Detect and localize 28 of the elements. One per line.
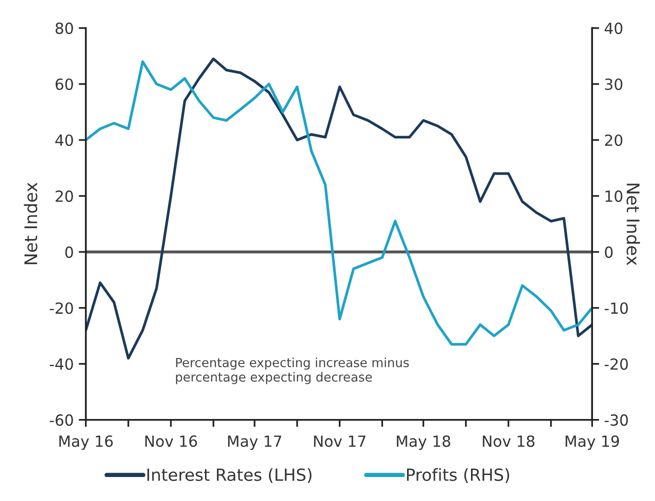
y-tick-label: -40 [50,358,73,370]
y2-tick-label: -10 [604,302,628,314]
y-axis-title: Net Index [24,182,38,264]
y2-axis-title: Net Index [626,184,640,266]
y2-tick-label: 40 [604,22,622,34]
x-tick-label: Nov 18 [482,435,534,447]
x-tick-label: May 16 [59,435,113,450]
y-tick-label: 20 [56,190,73,202]
y2-tick-label: 20 [605,134,622,146]
y2-tick-label: 0 [604,246,613,258]
y-tick-label: 40 [55,134,73,146]
y-tick-label: -20 [50,302,73,314]
annotation: Percentage expecting increase minus percentage expecting decrease [176,358,409,384]
y-tick-label: 0 [65,246,73,258]
legend-label: Interest Rates (LHS) [147,468,312,483]
y2-tick-label: 10 [606,190,622,202]
x-tick-label: May 18 [396,435,450,450]
y-tick-label: 60 [56,78,73,90]
y2-tick-label: -20 [604,358,628,370]
x-tick-label: Nov 16 [145,435,197,447]
x-tick-label: Nov 17 [314,436,366,447]
legend-label: Profits (RHS) [407,468,510,483]
y2-tick-label: 30 [605,78,622,90]
y2-tick-label: -30 [604,414,628,426]
x-tick-label: May 19 [566,435,619,450]
y-tick-label: 80 [56,22,73,34]
x-tick-label: May 17 [228,436,282,450]
y-tick-label: -60 [50,414,73,426]
